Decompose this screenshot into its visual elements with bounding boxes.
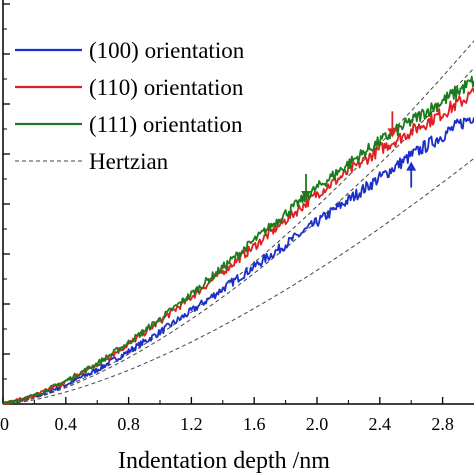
series-line bbox=[2, 117, 474, 405]
x-tick-label: 0 bbox=[0, 414, 9, 434]
hertzian-lines bbox=[2, 40, 474, 405]
x-tick-label: 1.2 bbox=[180, 414, 203, 434]
x-tick-label: 2.8 bbox=[431, 414, 454, 434]
x-tick-label: 0.8 bbox=[117, 414, 140, 434]
arrow-head bbox=[387, 128, 398, 138]
arrows bbox=[301, 111, 417, 200]
legend-label: (110) orientation bbox=[89, 75, 244, 100]
x-tick-label: 1.6 bbox=[243, 414, 266, 434]
arrow-head bbox=[406, 161, 417, 171]
x-axis-title: Indentation depth /nm bbox=[118, 448, 330, 474]
arrow-head bbox=[301, 190, 312, 200]
legend-label: (111) orientation bbox=[89, 112, 243, 137]
x-tick-label: 2.4 bbox=[369, 414, 392, 434]
x-tick-label: 0.4 bbox=[55, 414, 78, 434]
x-ticks: 0 0.4 0.8 1.2 1.6 2.0 2.4 2.8 bbox=[0, 397, 454, 434]
hertzian-curve bbox=[2, 67, 474, 405]
legend-label: (100) orientation bbox=[89, 38, 245, 63]
x-tick-label: 2.0 bbox=[306, 414, 329, 434]
legend: (100) orientation (110) orientation (111) … bbox=[15, 38, 245, 174]
plot-frame bbox=[2, 0, 474, 405]
hertzian-curve bbox=[2, 158, 474, 405]
y-ticks bbox=[3, 3, 10, 380]
legend-label: Hertzian bbox=[89, 149, 169, 174]
